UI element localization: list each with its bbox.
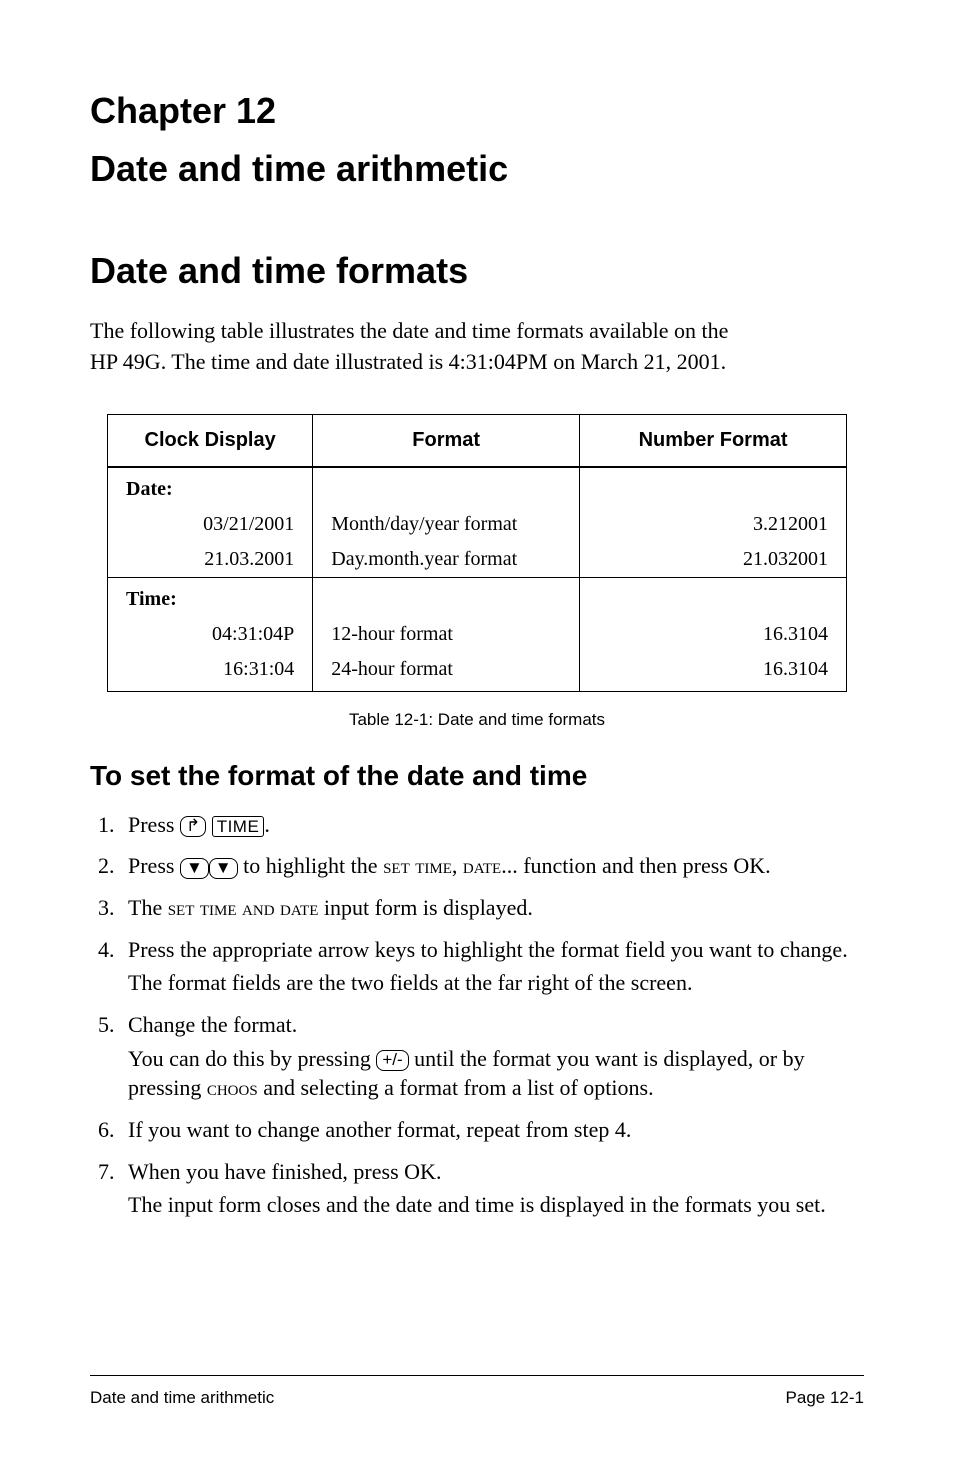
right-shift-key-icon: ↱ xyxy=(180,816,206,837)
intro-pm: PM xyxy=(516,349,548,374)
step-text: to highlight the xyxy=(238,853,383,878)
table-row: Date: xyxy=(108,467,847,507)
step-text: Press the appropriate arrow keys to high… xyxy=(128,937,848,962)
chapter-label: Chapter 12 xyxy=(90,90,864,132)
time-section-label: Time: xyxy=(108,577,313,617)
plus-minus-key-icon: +/- xyxy=(376,1050,408,1071)
cell-format: 12-hour format xyxy=(313,617,580,652)
cell-empty xyxy=(580,577,847,617)
table-header-display: Clock Display xyxy=(108,414,313,467)
step-text: . xyxy=(765,853,771,878)
set-time-date-fn: set time, date... xyxy=(383,853,518,878)
ok-label: OK xyxy=(404,1159,436,1184)
cell-display: 16:31:04 xyxy=(108,652,313,692)
cell-empty xyxy=(313,467,580,507)
cell-number: 16.3104 xyxy=(580,617,847,652)
step-text: and selecting a format from a list of op… xyxy=(258,1075,654,1100)
footer-right: Page 12-1 xyxy=(786,1388,864,1408)
step-2: Press ▼▼ to highlight the set time, date… xyxy=(120,851,864,881)
page-footer: Date and time arithmetic Page 12-1 xyxy=(90,1388,864,1408)
section-title: Date and time formats xyxy=(90,250,864,292)
step-3: The set time and date input form is disp… xyxy=(120,893,864,923)
choos-label: choos xyxy=(207,1075,258,1100)
intro-line-2a: HP 49G. The time and date illustrated is… xyxy=(90,349,516,374)
step-text: The xyxy=(128,895,168,920)
cell-format: Day.month.year format xyxy=(313,542,580,578)
step-5: Change the format. You can do this by pr… xyxy=(120,1010,864,1103)
cell-number: 16.3104 xyxy=(580,652,847,692)
step-text: . xyxy=(436,1159,442,1184)
step-text: When you have finished, press xyxy=(128,1159,404,1184)
table-row: 03/21/2001 Month/day/year format 3.21200… xyxy=(108,507,847,542)
step-4: Press the appropriate arrow keys to high… xyxy=(120,935,864,998)
footer-rule xyxy=(90,1375,864,1376)
intro-line-1: The following table illustrates the date… xyxy=(90,318,728,343)
down-arrow-key-icon: ▼ xyxy=(209,858,238,879)
step-subtext: The input form closes and the date and t… xyxy=(128,1190,864,1220)
step-1: Press ↱ TIME. xyxy=(120,810,864,840)
time-key-icon: TIME xyxy=(212,816,265,838)
down-arrow-key-icon: ▼ xyxy=(180,858,209,879)
table-row: Time: xyxy=(108,577,847,617)
cell-number: 21.032001 xyxy=(580,542,847,578)
step-text: Press xyxy=(128,812,180,837)
step-6: If you want to change another format, re… xyxy=(120,1115,864,1145)
cell-display: 03/21/2001 xyxy=(108,507,313,542)
cell-number: 3.212001 xyxy=(580,507,847,542)
ok-label: OK xyxy=(733,853,765,878)
step-text: input form is displayed. xyxy=(318,895,532,920)
subsection-title: To set the format of the date and time xyxy=(90,760,864,792)
table-row: 16:31:04 24-hour format 16.3104 xyxy=(108,652,847,692)
cell-empty xyxy=(580,467,847,507)
step-text: You can do this by pressing xyxy=(128,1046,376,1071)
date-section-label: Date: xyxy=(108,467,313,507)
cell-format: 24-hour format xyxy=(313,652,580,692)
cell-display: 04:31:04P xyxy=(108,617,313,652)
table-header-number: Number Format xyxy=(580,414,847,467)
set-time-and-date-fn: set time and date xyxy=(168,895,319,920)
table-row: 21.03.2001 Day.month.year format 21.0320… xyxy=(108,542,847,578)
cell-format: Month/day/year format xyxy=(313,507,580,542)
cell-display: 21.03.2001 xyxy=(108,542,313,578)
format-table: Clock Display Format Number Format Date:… xyxy=(107,414,847,692)
steps-list: Press ↱ TIME. Press ▼▼ to highlight the … xyxy=(90,810,864,1221)
intro-paragraph: The following table illustrates the date… xyxy=(90,316,864,378)
table-row: 04:31:04P 12-hour format 16.3104 xyxy=(108,617,847,652)
step-7: When you have finished, press OK. The in… xyxy=(120,1157,864,1220)
intro-line-2b: on March 21, 2001. xyxy=(548,349,726,374)
step-subtext: You can do this by pressing +/- until th… xyxy=(128,1044,864,1103)
step-text: Press xyxy=(128,853,180,878)
footer-left: Date and time arithmetic xyxy=(90,1388,274,1408)
step-text: . xyxy=(264,812,270,837)
step-text: Change the format. xyxy=(128,1012,297,1037)
cell-empty xyxy=(313,577,580,617)
table-header-format: Format xyxy=(313,414,580,467)
step-text: function and then press xyxy=(518,853,734,878)
chapter-title: Date and time arithmetic xyxy=(90,148,864,190)
step-subtext: The format fields are the two fields at … xyxy=(128,968,864,998)
table-caption: Table 12-1: Date and time formats xyxy=(90,710,864,730)
